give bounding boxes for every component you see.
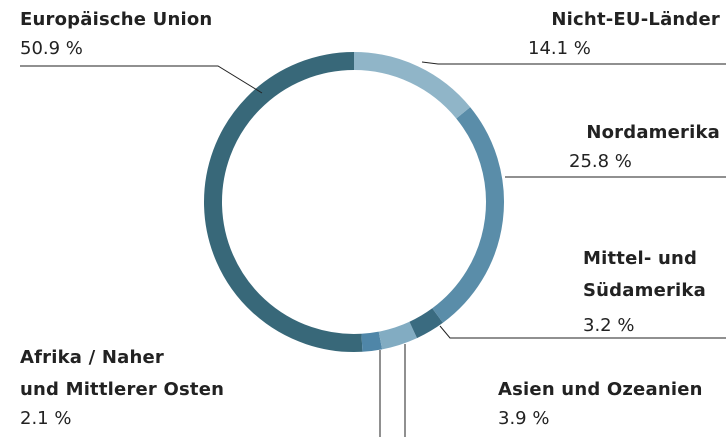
donut-segment: [361, 331, 383, 352]
category: Nordamerika: [586, 122, 720, 143]
label: Afrika / Naher und Mittlerer Osten 2.1 %: [20, 342, 224, 432]
label: Mittel- und Südamerika 3.2 %: [583, 243, 706, 339]
label: Europäische Union 50.9 %: [20, 4, 212, 62]
category: Asien und Ozeanien: [498, 379, 703, 400]
value-label: 14.1 %: [528, 38, 591, 59]
value-label: 50.9 %: [20, 38, 83, 59]
label: Asien und Ozeanien 3.9 %: [498, 374, 703, 432]
category: Europäische Union: [20, 9, 213, 30]
label: Nordamerika 25.8 %: [569, 117, 720, 175]
donut-segment: [353, 52, 471, 119]
category: Nicht-EU-Länder: [551, 9, 720, 30]
donut-segment: [204, 52, 363, 352]
value-label: 25.8 %: [569, 151, 632, 172]
label: Nicht-EU-Länder 14.1 %: [520, 4, 720, 62]
donut-segment: [378, 321, 418, 350]
category: Mittel- und Südamerika: [583, 248, 706, 301]
leader-line: [20, 65, 263, 94]
leader-line: [421, 61, 726, 65]
value-label: 3.9 %: [498, 408, 550, 429]
donut-segment: [409, 308, 443, 339]
leader-line: [439, 325, 726, 339]
category: Afrika / Naher und Mittlerer Osten: [20, 347, 225, 400]
value-label: 3.2 %: [583, 315, 635, 336]
donut-segment: [432, 107, 504, 323]
value-label: 2.1 %: [20, 408, 72, 429]
